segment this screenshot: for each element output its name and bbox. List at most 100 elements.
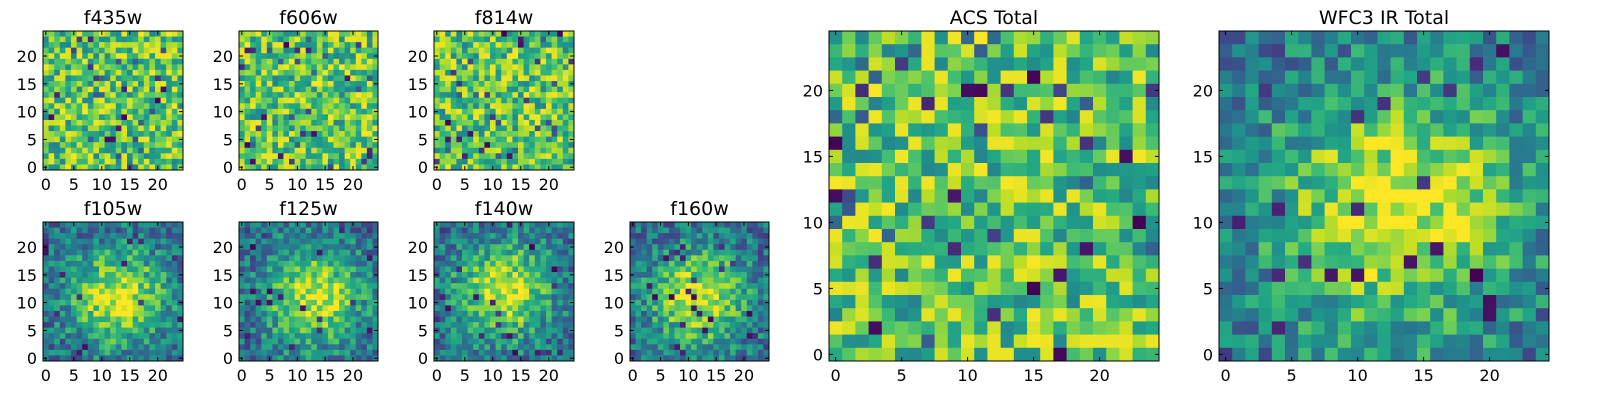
heatmap-cell xyxy=(54,249,61,256)
heatmap-cell xyxy=(484,349,491,356)
heatmap-cell xyxy=(630,344,637,351)
heatmap-cell xyxy=(934,110,949,124)
heatmap-cell xyxy=(43,114,50,121)
heatmap-cell xyxy=(450,36,457,43)
heatmap-cell xyxy=(467,47,474,54)
heatmap-cell xyxy=(484,288,491,295)
heatmap-cell xyxy=(344,131,351,138)
heatmap-cell xyxy=(294,125,301,132)
heatmap-cell xyxy=(495,238,502,245)
heatmap-cell xyxy=(327,255,335,262)
heatmap-cell xyxy=(155,47,162,54)
heatmap-cell xyxy=(484,249,491,256)
heatmap-cell xyxy=(283,136,290,143)
heatmap-cell xyxy=(166,125,173,132)
heatmap-cell xyxy=(138,131,145,138)
heatmap-cell xyxy=(322,81,329,88)
heatmap-cell xyxy=(456,272,463,279)
heatmap-cell xyxy=(127,299,134,306)
heatmap-cell xyxy=(71,305,78,312)
heatmap-cell xyxy=(518,249,525,256)
heatmap-cell xyxy=(255,142,262,149)
heatmap-cell xyxy=(65,244,72,251)
heatmap-cell xyxy=(546,92,553,99)
heatmap-cell xyxy=(484,355,491,362)
heatmap-cell xyxy=(149,147,156,154)
heatmap-cell xyxy=(456,108,463,115)
heatmap-cell xyxy=(562,233,569,240)
heatmap-cell xyxy=(735,272,742,279)
heatmap-cell xyxy=(512,42,519,49)
heatmap-cell xyxy=(289,349,296,356)
heatmap-cell xyxy=(266,69,273,76)
heatmap-cell xyxy=(450,260,457,267)
heatmap-cell xyxy=(691,233,698,240)
heatmap-cell xyxy=(48,136,55,143)
heatmap-cell xyxy=(82,288,89,295)
heatmap-cell xyxy=(327,53,335,60)
heatmap-cell xyxy=(763,316,770,323)
heatmap-cell xyxy=(155,272,162,279)
heatmap-cell xyxy=(557,75,564,82)
heatmap-cell xyxy=(478,36,485,43)
heatmap-cell xyxy=(244,158,251,165)
heatmap-cell xyxy=(294,142,301,149)
heatmap-cell xyxy=(115,31,122,38)
y-tick-label: 5 xyxy=(418,321,428,340)
heatmap-cell xyxy=(434,131,441,138)
heatmap-cell xyxy=(48,64,55,71)
heatmap-cell xyxy=(974,57,988,72)
heatmap-cell xyxy=(974,149,988,164)
heatmap-cell xyxy=(752,327,759,334)
heatmap-cell xyxy=(344,75,351,82)
heatmap-cell xyxy=(361,114,368,121)
heatmap-cell xyxy=(333,64,340,71)
heatmap-cell xyxy=(724,338,731,345)
heatmap-cell xyxy=(842,136,856,151)
heatmap-cell xyxy=(261,131,268,138)
heatmap-cell xyxy=(333,136,340,143)
heatmap-cell xyxy=(506,355,513,362)
heatmap-cell xyxy=(289,294,296,301)
heatmap-cell xyxy=(895,176,909,190)
heatmap-cell xyxy=(557,249,564,256)
heatmap-cell xyxy=(311,249,318,256)
heatmap-cell xyxy=(445,81,452,88)
heatmap-cell xyxy=(674,222,681,229)
heatmap-cell xyxy=(177,119,184,127)
heatmap-cell xyxy=(149,238,156,245)
heatmap-cell xyxy=(350,53,357,60)
heatmap-cell xyxy=(350,310,357,318)
heatmap-cell xyxy=(272,305,279,312)
heatmap-cell xyxy=(1066,83,1081,98)
heatmap-cell xyxy=(149,81,156,88)
heatmap-cell xyxy=(316,316,323,323)
heatmap-cell xyxy=(160,131,167,138)
heatmap-cell xyxy=(691,333,698,340)
heatmap-cell xyxy=(724,305,731,312)
heatmap-cell xyxy=(59,75,66,82)
heatmap-cell xyxy=(43,75,50,82)
heatmap-cell xyxy=(568,131,575,138)
heatmap-cell xyxy=(934,176,949,190)
heatmap-cell xyxy=(149,58,156,65)
heatmap-cell xyxy=(127,277,134,284)
heatmap-cell xyxy=(283,47,290,54)
heatmap-cell xyxy=(59,97,66,104)
heatmap-cell xyxy=(1079,189,1094,204)
heatmap-cell xyxy=(244,355,251,362)
heatmap-cell xyxy=(445,64,452,71)
heatmap-cell xyxy=(484,36,491,43)
heatmap-cell xyxy=(166,53,173,60)
heatmap-cell xyxy=(250,310,257,318)
heatmap-cell xyxy=(868,123,883,138)
heatmap-cell xyxy=(557,310,564,318)
heatmap-cell xyxy=(473,344,480,351)
heatmap-cell xyxy=(283,114,290,121)
heatmap-cell xyxy=(685,272,692,279)
heatmap-cell xyxy=(478,349,485,356)
heatmap-cell xyxy=(724,249,731,256)
heatmap-cell xyxy=(244,244,251,251)
heatmap-cell xyxy=(523,75,530,82)
heatmap-cell xyxy=(523,222,530,229)
